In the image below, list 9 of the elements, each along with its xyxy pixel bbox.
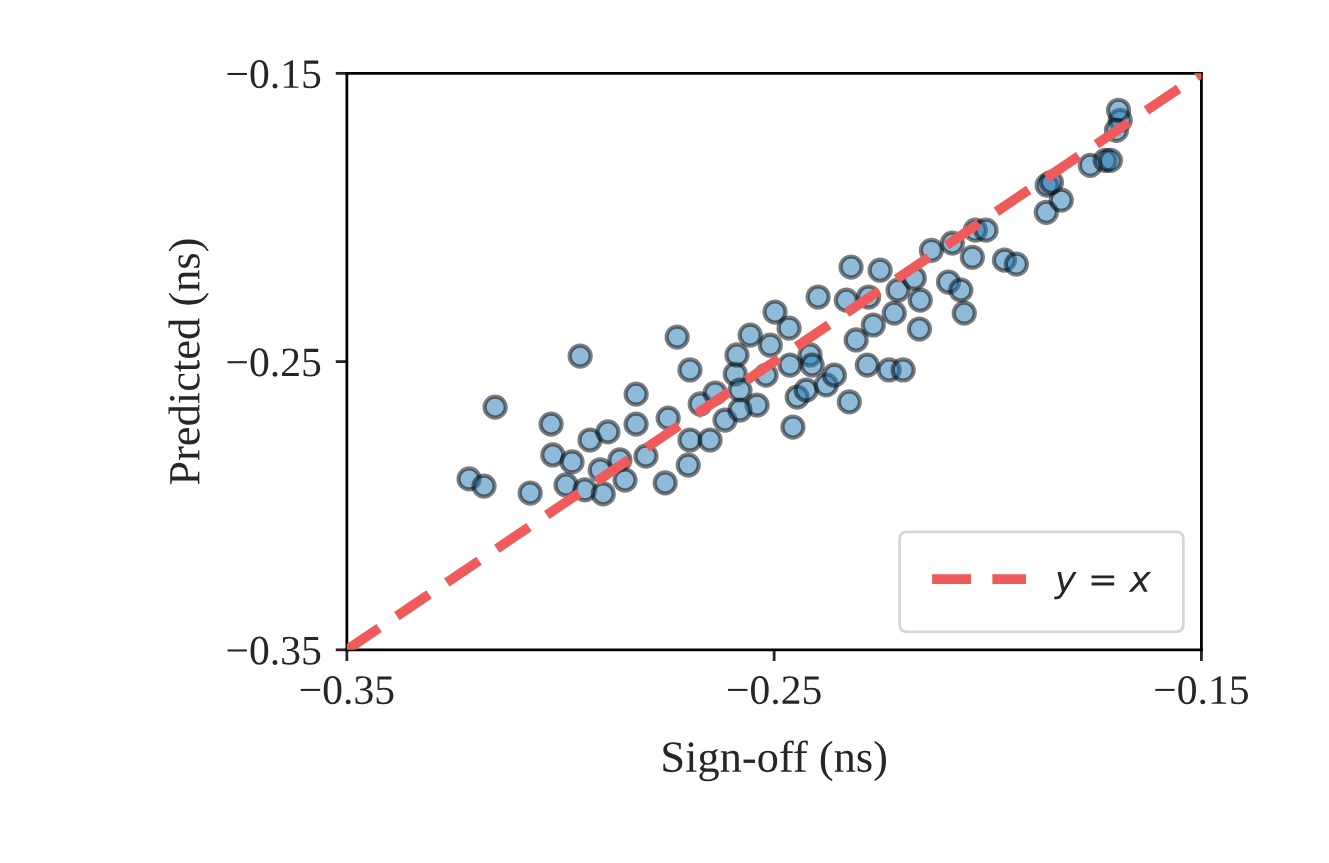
y-tick-label: −0.25 <box>227 348 321 377</box>
y-tick-label: −0.15 <box>227 60 321 89</box>
x-tick-label: −0.35 <box>300 676 394 705</box>
x-tick-label: −0.25 <box>728 676 821 705</box>
y-axis-title: Predicted (ns) <box>168 239 209 485</box>
y-tick-label: −0.35 <box>227 636 321 665</box>
x-axis-title: Sign-off (ns) <box>663 740 886 782</box>
legend-label: y = x <box>1054 572 1152 600</box>
x-tick-label: −0.15 <box>1155 676 1248 705</box>
